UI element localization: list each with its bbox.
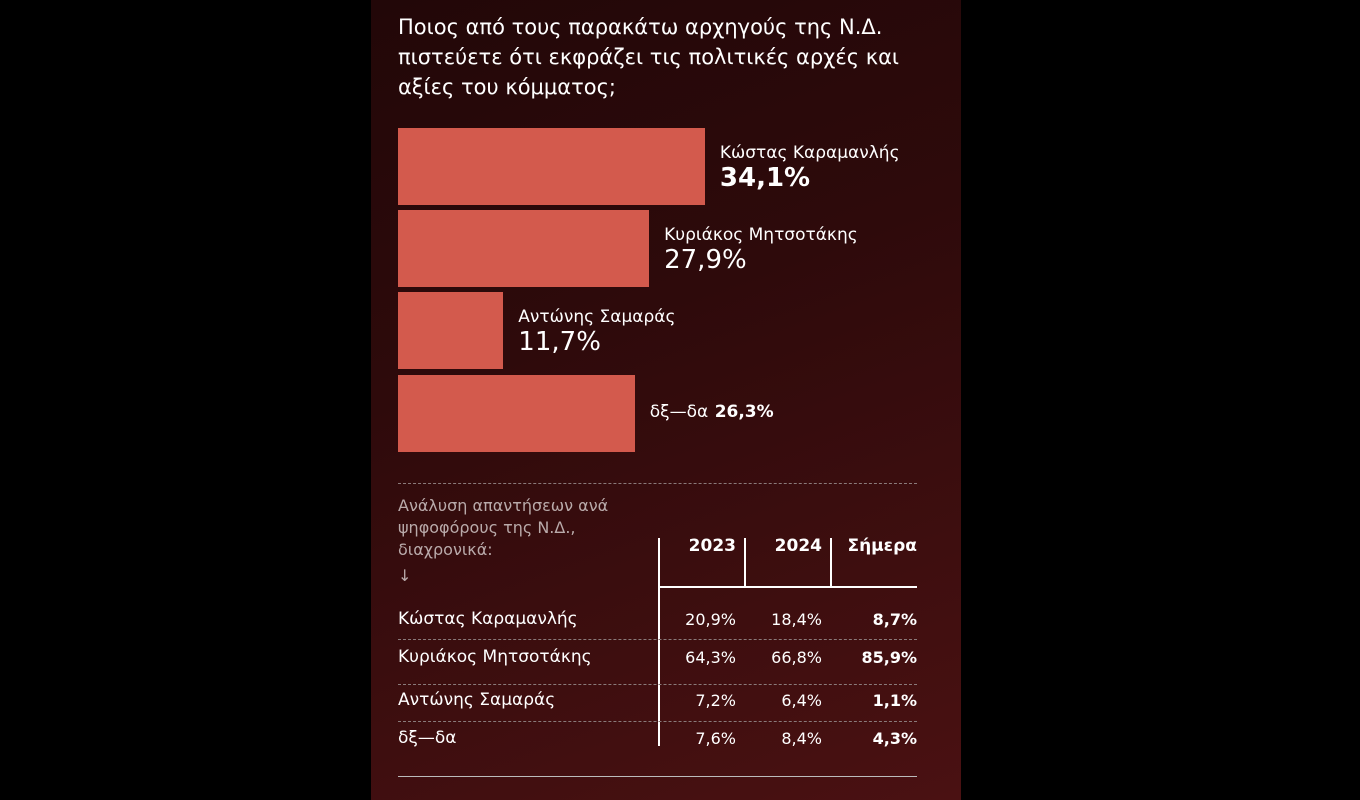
bar xyxy=(398,128,705,205)
table-cell: 4,3% xyxy=(872,729,917,748)
table-cell: 20,9% xyxy=(685,610,736,629)
bar-label: Αντώνης Σαμαράς xyxy=(518,307,676,327)
table-rule xyxy=(830,538,832,586)
table-cell: 1,1% xyxy=(872,691,917,710)
value-label: 26,3% xyxy=(714,402,774,422)
table-cell: 8,4% xyxy=(781,729,822,748)
table-cell: 64,3% xyxy=(685,648,736,667)
bar xyxy=(398,210,650,287)
column-header: 2024 xyxy=(774,536,822,556)
row-name: Κυριάκος Μητσοτάκης xyxy=(398,647,592,667)
table-bottom-rule xyxy=(398,776,917,777)
column-header: 2023 xyxy=(688,536,736,556)
arrow-icon: ↓ xyxy=(398,566,412,585)
divider xyxy=(398,483,917,484)
row-divider xyxy=(398,721,917,722)
value-label: 34,1% xyxy=(719,163,811,193)
table-cell: 7,6% xyxy=(695,729,736,748)
bar xyxy=(398,375,635,452)
column-header: Σήμερα xyxy=(847,536,917,556)
table-rule xyxy=(744,538,746,586)
bar-label: Κυριάκος Μητσοτάκης xyxy=(664,225,858,245)
table-cell: 18,4% xyxy=(771,610,822,629)
table-cell: 85,9% xyxy=(861,648,917,667)
table-cell: 6,4% xyxy=(781,691,822,710)
row-name: δξ—δα xyxy=(398,728,457,748)
table-rule xyxy=(658,538,660,746)
row-divider xyxy=(398,684,917,685)
bar xyxy=(398,292,504,369)
row-name: Κώστας Καραμανλής xyxy=(398,609,578,629)
row-divider xyxy=(398,639,917,640)
bar-label: δξ—δα xyxy=(649,402,709,422)
value-label: 11,7% xyxy=(518,327,601,357)
bar-label: Κώστας Καραμανλής xyxy=(719,143,900,163)
chart-title: Ποιος από τους παρακάτω αρχηγούς της Ν.Δ… xyxy=(398,15,900,99)
table-cell: 7,2% xyxy=(695,691,736,710)
value-label: 27,9% xyxy=(664,245,747,275)
table-cell: 8,7% xyxy=(872,610,917,629)
row-name: Αντώνης Σαμαράς xyxy=(398,690,556,710)
table-cell: 66,8% xyxy=(771,648,822,667)
table-rule xyxy=(659,586,917,588)
table-caption: Ανάλυση απαντήσεων ανά ψηφοφόρους της Ν.… xyxy=(398,496,609,559)
